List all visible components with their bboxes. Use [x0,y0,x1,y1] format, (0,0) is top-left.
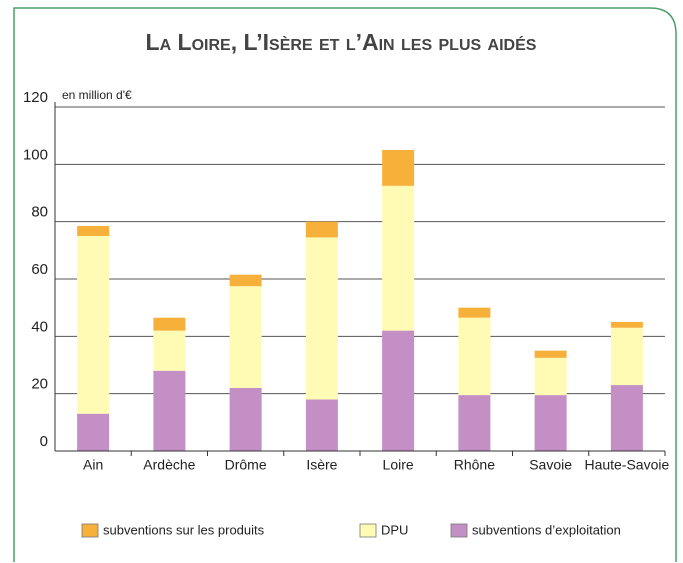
x-tick-label: Savoie [529,457,572,473]
bar-segment [458,307,491,318]
x-tick-label: Ardèche [143,457,195,473]
bar-segment [305,221,338,238]
bar-segment [458,395,491,451]
bar-segment [153,370,186,451]
y-tick-label: 80 [31,204,48,221]
bar-segment [229,286,262,388]
bar-segment [77,413,110,451]
bar-segment [458,317,491,396]
y-tick-label: 0 [40,433,48,450]
y-tick-label: 40 [31,318,48,335]
legend-swatch [359,523,377,538]
y-tick-label: 20 [31,376,48,393]
y-tick-label: 120 [23,89,48,106]
y-tick-label: 60 [31,261,48,278]
bar-segment [229,274,262,287]
chart-title: La Loire, L’Isère et l’Ain les plus aidé… [146,29,537,55]
bar-segment [305,399,338,451]
x-tick-label: Drôme [225,457,267,473]
legend-label: subventions sur les produits [103,522,265,537]
bar-segment [77,225,110,236]
bar-segment [305,237,338,400]
legend-label: subventions d’exploitation [472,522,621,537]
bar-segment [610,322,643,328]
bar-segment [534,350,567,358]
bar-segment [229,387,262,451]
bar-segment [382,150,415,186]
legend-swatch [450,523,468,538]
x-tick-label: Ain [83,457,103,473]
bar-segment [610,327,643,386]
x-tick-label: Isère [306,457,337,473]
x-tick-label: Haute-Savoie [584,457,669,473]
y-axis-label: en million d'€ [62,88,132,102]
legend-swatch [81,523,99,538]
frame [13,7,677,562]
bar-segment [153,317,186,331]
y-tick-label: 100 [23,146,48,163]
x-tick-label: Rhône [454,457,495,473]
bar-segment [153,330,186,371]
bar-segment [534,395,567,451]
bar-segment [534,357,567,396]
bar-segment [382,330,415,451]
x-tick-label: Loire [383,457,414,473]
legend-label: DPU [381,522,408,537]
bar-segment [610,385,643,451]
bar-segment [382,185,415,331]
bar-segment [77,236,110,414]
